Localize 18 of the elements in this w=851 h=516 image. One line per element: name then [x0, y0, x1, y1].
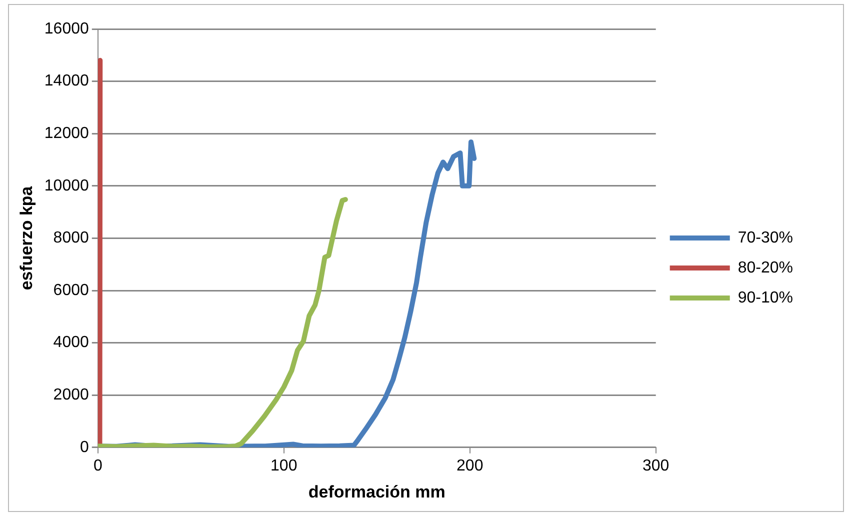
y-tick-label: 8000: [53, 230, 89, 247]
x-tick-label: 200: [456, 457, 484, 474]
x-tick-label: 300: [642, 457, 670, 474]
legend-label: 90-10%: [738, 289, 794, 306]
y-tick-label: 10000: [44, 177, 89, 194]
y-tick-label: 6000: [53, 282, 89, 299]
y-tick-label: 14000: [44, 72, 89, 90]
x-tick-label: 100: [270, 457, 298, 474]
x-axis-title: deformación mm: [308, 482, 446, 502]
y-tick-label: 2000: [53, 386, 89, 404]
x-tick-label: 0: [93, 457, 102, 474]
y-tick-label: 4000: [53, 334, 89, 352]
y-axis-title: esfuerzo kpa: [16, 186, 36, 290]
legend-label: 70-30%: [738, 229, 794, 246]
y-tick-label: 0: [80, 438, 89, 456]
legend-label: 80-20%: [738, 259, 794, 276]
y-tick-label: 16000: [44, 20, 89, 38]
y-tick-label: 12000: [44, 125, 89, 142]
